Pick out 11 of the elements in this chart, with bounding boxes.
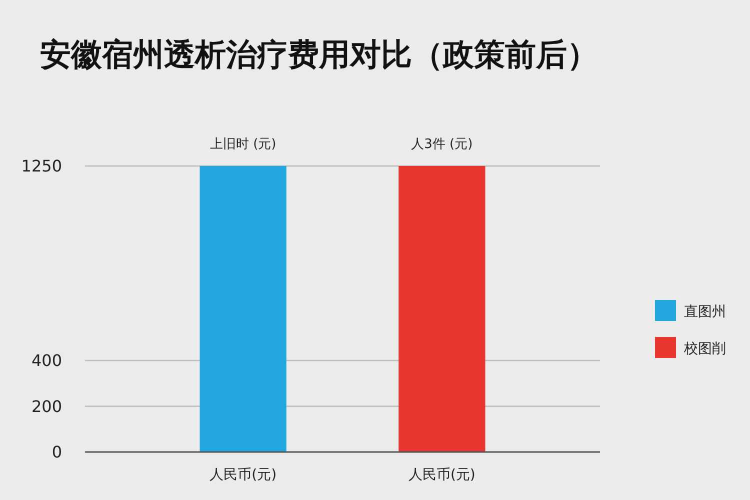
- text: 人3件 (元): [411, 137, 473, 152]
- x-tick-label: 人民币(元): [210, 467, 277, 483]
- x-tick-label: 人民币(元): [408, 467, 476, 483]
- legend-label: 校图削: [683, 340, 726, 357]
- y-tick-label: 1250: [21, 156, 62, 176]
- y-tick-label: 0: [52, 442, 62, 462]
- y-tick-label: 400: [31, 351, 62, 370]
- legend-label: 直图州: [684, 304, 726, 320]
- y-tick-label: 200: [31, 396, 62, 416]
- text: 上旧时 (元): [210, 137, 276, 152]
- chart-title: 安徽宿州透析治疗费用对比（政策前后）: [40, 37, 598, 73]
